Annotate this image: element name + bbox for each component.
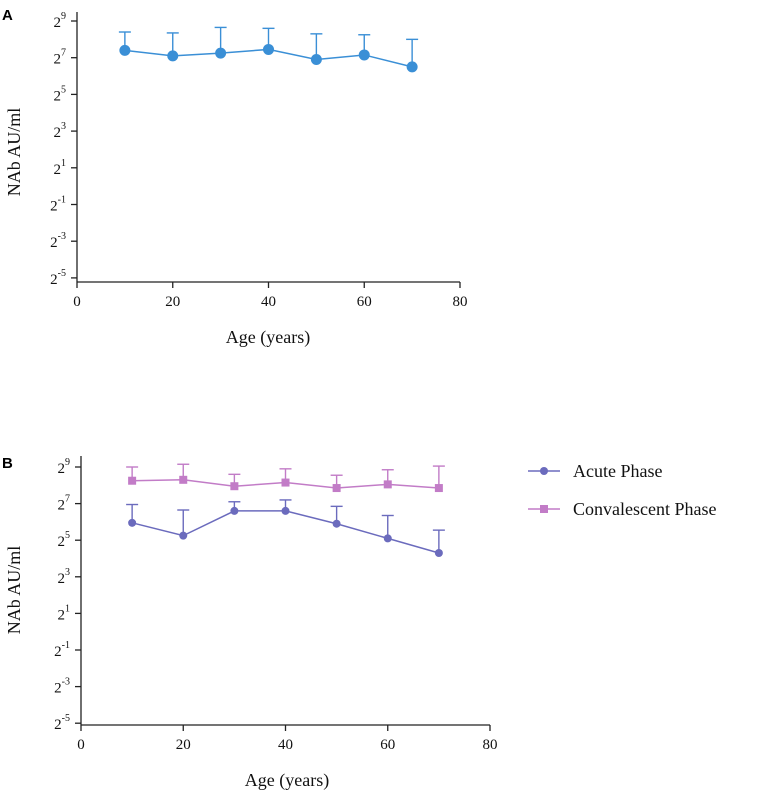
panel-a-y-ticks: 29 27 25 23 21 2-1 2-3 2-5 (50, 11, 77, 288)
series-convalescent-phase (126, 463, 445, 493)
legend-acute-marker (540, 467, 548, 475)
y-tick-label: 21 (54, 158, 67, 178)
y-tick-label: 2-5 (50, 268, 66, 288)
legend-item-acute: Acute Phase (528, 461, 662, 481)
panel-a-label: A (2, 7, 13, 24)
series-main (118, 26, 419, 73)
legend-item-convalescent: Convalescent Phase (528, 499, 716, 519)
data-point (332, 519, 341, 528)
panel-b: B NAb AU/ml Age (years) 29 27 25 23 21 2-1 2-3… (2, 455, 716, 791)
data-point (167, 50, 179, 62)
y-tick-label: 27 (54, 48, 67, 68)
data-point (358, 49, 370, 61)
y-tick-label: 23 (58, 567, 71, 587)
panel-a-plot-area (118, 26, 419, 73)
data-point (434, 549, 443, 558)
data-point (434, 484, 443, 493)
x-tick-label: 40 (261, 294, 276, 310)
data-point (281, 478, 290, 487)
panel-b-x-axis-title: Age (years) (245, 770, 329, 791)
panel-b-label: B (2, 455, 13, 472)
data-point (179, 531, 188, 540)
legend: Acute Phase Convalescent Phase (528, 461, 716, 519)
y-tick-label: 21 (58, 603, 71, 623)
data-point (383, 534, 392, 543)
legend-convalescent-label: Convalescent Phase (573, 499, 716, 519)
y-tick-label: 29 (54, 11, 67, 31)
panel-b-y-ticks: 29 27 25 23 21 2-1 2-3 2-5 (54, 457, 81, 733)
panel-a: A NAb AU/ml Age (years) 29 27 25 23 21 2-1 2-3… (2, 7, 468, 348)
x-tick-label: 0 (73, 294, 81, 310)
data-point (230, 506, 239, 515)
x-tick-label: 80 (483, 737, 498, 753)
legend-convalescent-marker (540, 505, 548, 513)
y-tick-label: 25 (54, 84, 67, 104)
panel-b-x-ticks: 0 20 40 60 80 (77, 725, 498, 753)
data-point (332, 484, 341, 493)
x-tick-label: 80 (453, 294, 468, 310)
data-point (310, 54, 322, 66)
data-point (281, 506, 290, 515)
x-tick-label: 20 (176, 737, 191, 753)
y-tick-label: 2-5 (54, 713, 70, 733)
y-tick-label: 23 (54, 121, 67, 141)
legend-acute-label: Acute Phase (573, 461, 662, 481)
y-tick-label: 25 (58, 530, 71, 550)
x-tick-label: 60 (380, 737, 395, 753)
y-tick-label: 27 (58, 494, 71, 514)
data-point (128, 518, 137, 527)
data-point (383, 480, 392, 489)
series-acute-phase (126, 499, 445, 558)
data-point (263, 43, 274, 55)
panel-b-plot-area (126, 463, 445, 558)
y-tick-label: 2-1 (54, 640, 70, 660)
x-tick-label: 0 (77, 737, 85, 753)
data-point (179, 475, 188, 484)
data-point (230, 482, 239, 491)
y-tick-label: 2-3 (50, 231, 66, 251)
x-tick-label: 60 (357, 294, 372, 310)
x-tick-label: 40 (278, 737, 293, 753)
panel-a-x-ticks: 0 20 40 60 80 (73, 282, 468, 310)
y-tick-label: 2-1 (50, 195, 66, 215)
y-tick-label: 29 (58, 457, 71, 477)
panel-a-x-axis-title: Age (years) (226, 327, 310, 348)
panel-a-y-axis-title: NAb AU/ml (4, 108, 24, 197)
data-point (119, 44, 131, 56)
data-point (406, 61, 418, 73)
series-line (131, 510, 440, 554)
data-point (215, 47, 227, 59)
panel-b-y-axis-title: NAb AU/ml (4, 546, 24, 635)
data-point (128, 476, 137, 485)
y-tick-label: 2-3 (54, 677, 70, 697)
x-tick-label: 20 (165, 294, 180, 310)
